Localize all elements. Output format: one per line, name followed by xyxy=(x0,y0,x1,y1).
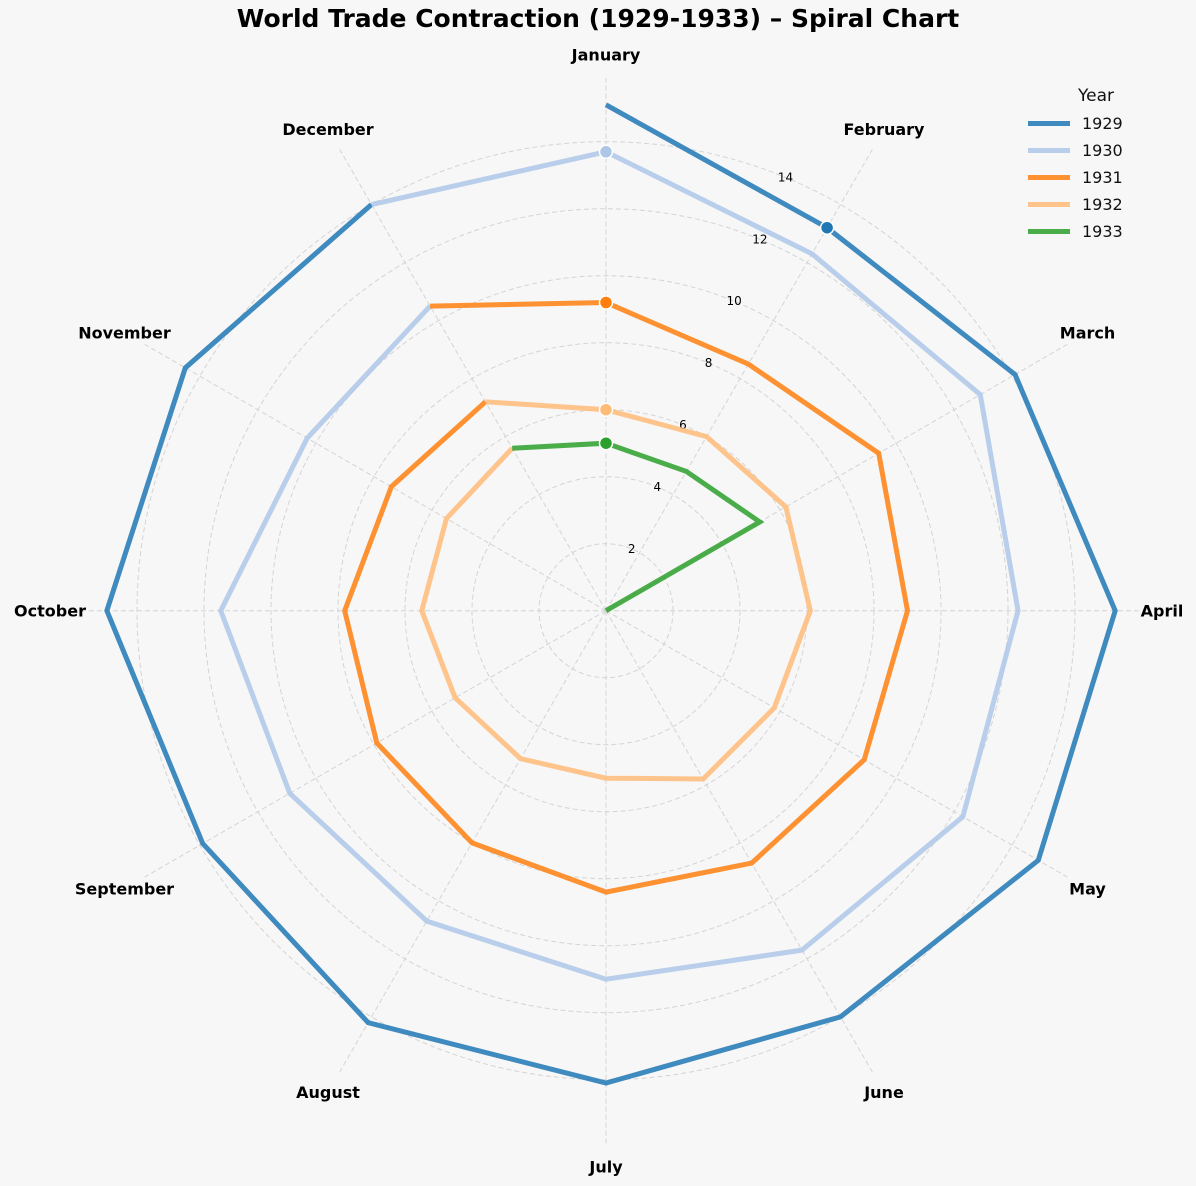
series-line-1932 xyxy=(419,399,813,782)
legend-label: 1932 xyxy=(1082,195,1123,214)
month-label-october: October xyxy=(14,602,86,621)
series-line-1930 xyxy=(218,149,1021,982)
legend-swatch-1933 xyxy=(1028,229,1070,234)
series-line-1929 xyxy=(104,102,1118,1086)
grid-spoke xyxy=(144,343,607,612)
legend-label: 1930 xyxy=(1082,141,1123,160)
series-line-1933 xyxy=(512,440,765,613)
radial-tick-label: 10 xyxy=(727,294,742,308)
month-label-march: March xyxy=(1060,324,1115,343)
series-line-1931 xyxy=(342,299,911,895)
legend-swatch-1929 xyxy=(1028,121,1070,126)
month-label-february: February xyxy=(844,120,926,139)
legend-swatch-1930 xyxy=(1028,148,1070,153)
radial-tick-label: 2 xyxy=(628,542,636,556)
legend-title: Year xyxy=(1078,86,1114,106)
legend-swatch-1931 xyxy=(1028,175,1070,180)
radial-tick-labels: 2 4 6 8 10 12 14 xyxy=(628,170,793,555)
legend: Year 1929 1930 1931 1932 1933 xyxy=(1020,86,1160,245)
legend-item-1929: 1929 xyxy=(1020,110,1160,137)
legend-swatch-1932 xyxy=(1028,202,1070,207)
radial-tick-label: 12 xyxy=(752,232,767,246)
radial-tick-label: 6 xyxy=(679,418,687,432)
month-label-june: June xyxy=(863,1083,904,1102)
month-label-september: September xyxy=(75,880,174,899)
month-label-april: April xyxy=(1141,602,1184,621)
legend-item-1932: 1932 xyxy=(1020,191,1160,218)
grid-spoke xyxy=(339,149,607,611)
month-labels: January February March April May June July Augu… xyxy=(14,46,1183,1177)
grid-spoke xyxy=(605,610,873,1073)
legend-label: 1929 xyxy=(1082,114,1123,133)
legend-item-1931: 1931 xyxy=(1020,164,1160,191)
series-marker-1930 xyxy=(598,144,614,159)
radial-tick-label: 8 xyxy=(705,356,713,370)
month-label-november: November xyxy=(78,324,171,343)
series-marker-1931 xyxy=(598,295,614,310)
grid-spoke xyxy=(605,610,1068,878)
month-label-july: July xyxy=(588,1158,623,1177)
grid-circle xyxy=(471,476,741,746)
legend-label: 1931 xyxy=(1082,168,1123,187)
chart-title: World Trade Contraction (1929-1933) – Sp… xyxy=(236,4,960,33)
series-lines xyxy=(104,102,1118,1086)
series-marker-1932 xyxy=(598,402,614,417)
month-label-december: December xyxy=(282,120,373,139)
month-label-august: August xyxy=(296,1083,360,1102)
series-marker-1929 xyxy=(819,220,835,235)
series-start-markers xyxy=(598,144,835,451)
radial-tick-label: 4 xyxy=(653,480,661,494)
legend-item-1930: 1930 xyxy=(1020,137,1160,164)
legend-item-1933: 1933 xyxy=(1020,218,1160,245)
month-label-january: January xyxy=(571,46,641,65)
radial-tick-label: 14 xyxy=(778,170,793,184)
month-label-may: May xyxy=(1069,880,1106,899)
legend-label: 1933 xyxy=(1082,222,1123,241)
grid-circle xyxy=(270,275,942,947)
series-marker-1933 xyxy=(598,435,614,451)
